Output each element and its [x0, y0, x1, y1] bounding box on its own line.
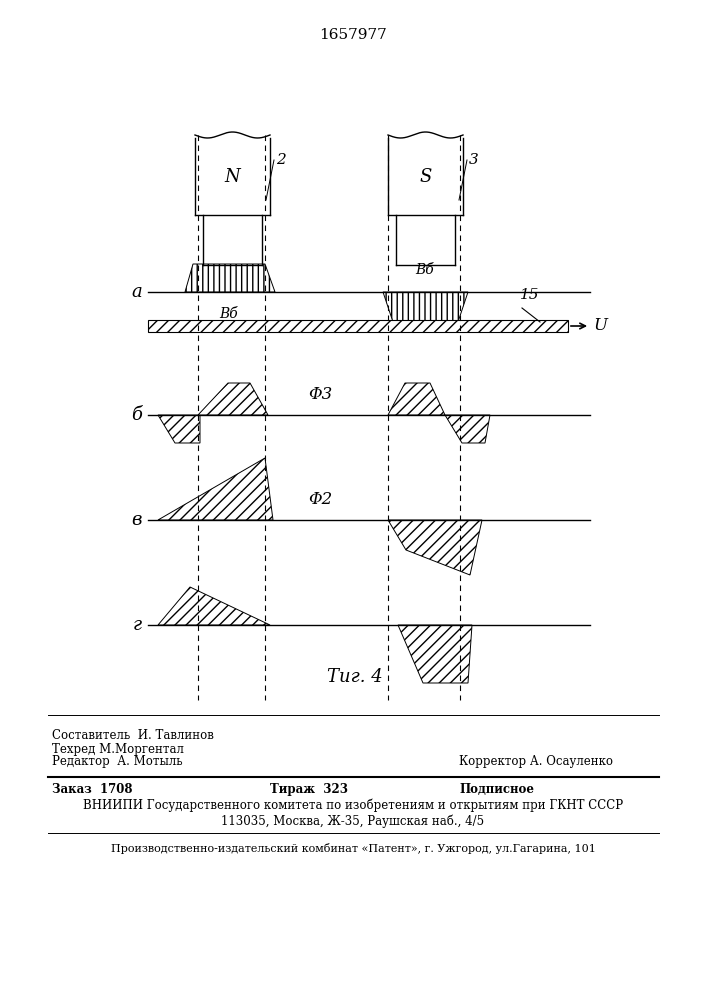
Text: 113035, Москва, Ж-35, Раушская наб., 4/5: 113035, Москва, Ж-35, Раушская наб., 4/5 [221, 814, 484, 828]
Text: S: S [419, 168, 432, 186]
Text: Корректор А. Осауленко: Корректор А. Осауленко [459, 755, 613, 768]
Text: U: U [593, 318, 607, 334]
Text: Вб: Вб [220, 307, 238, 321]
Text: 15: 15 [520, 288, 539, 302]
Text: в: в [132, 511, 142, 529]
Text: ВНИИПИ Государственного комитета по изобретениям и открытиям при ГКНТ СССР: ВНИИПИ Государственного комитета по изоб… [83, 799, 623, 812]
Text: Техред М.Моргентал: Техред М.Моргентал [52, 743, 184, 756]
Text: Заказ  1708: Заказ 1708 [52, 783, 132, 796]
Text: Τиг. 4: Τиг. 4 [327, 668, 383, 686]
Polygon shape [398, 625, 472, 683]
Text: г: г [133, 616, 142, 634]
Text: Вб: Вб [416, 263, 434, 277]
Polygon shape [158, 587, 270, 625]
Polygon shape [388, 383, 445, 415]
Text: а: а [132, 283, 142, 301]
Bar [148, 320, 568, 332]
Text: Φ2: Φ2 [308, 491, 332, 508]
Polygon shape [388, 520, 482, 575]
Text: 3: 3 [469, 153, 479, 167]
Polygon shape [158, 415, 200, 443]
Text: Редактор  А. Мотыль: Редактор А. Мотыль [52, 755, 182, 768]
Text: N: N [225, 168, 240, 186]
Text: Производственно-издательский комбинат «Патент», г. Ужгород, ул.Гагарина, 101: Производственно-издательский комбинат «П… [110, 843, 595, 854]
Text: 1657977: 1657977 [319, 28, 387, 42]
Polygon shape [445, 415, 490, 443]
Polygon shape [185, 264, 275, 292]
Polygon shape [198, 383, 268, 415]
Text: Φ3: Φ3 [308, 386, 332, 403]
Text: Подписное: Подписное [459, 783, 534, 796]
Text: б: б [131, 406, 142, 424]
Text: Тираж  323: Тираж 323 [270, 783, 348, 796]
Text: 2: 2 [276, 153, 286, 167]
Polygon shape [158, 458, 273, 520]
Polygon shape [383, 292, 468, 322]
Text: Составитель  И. Тавлинов: Составитель И. Тавлинов [52, 729, 214, 742]
